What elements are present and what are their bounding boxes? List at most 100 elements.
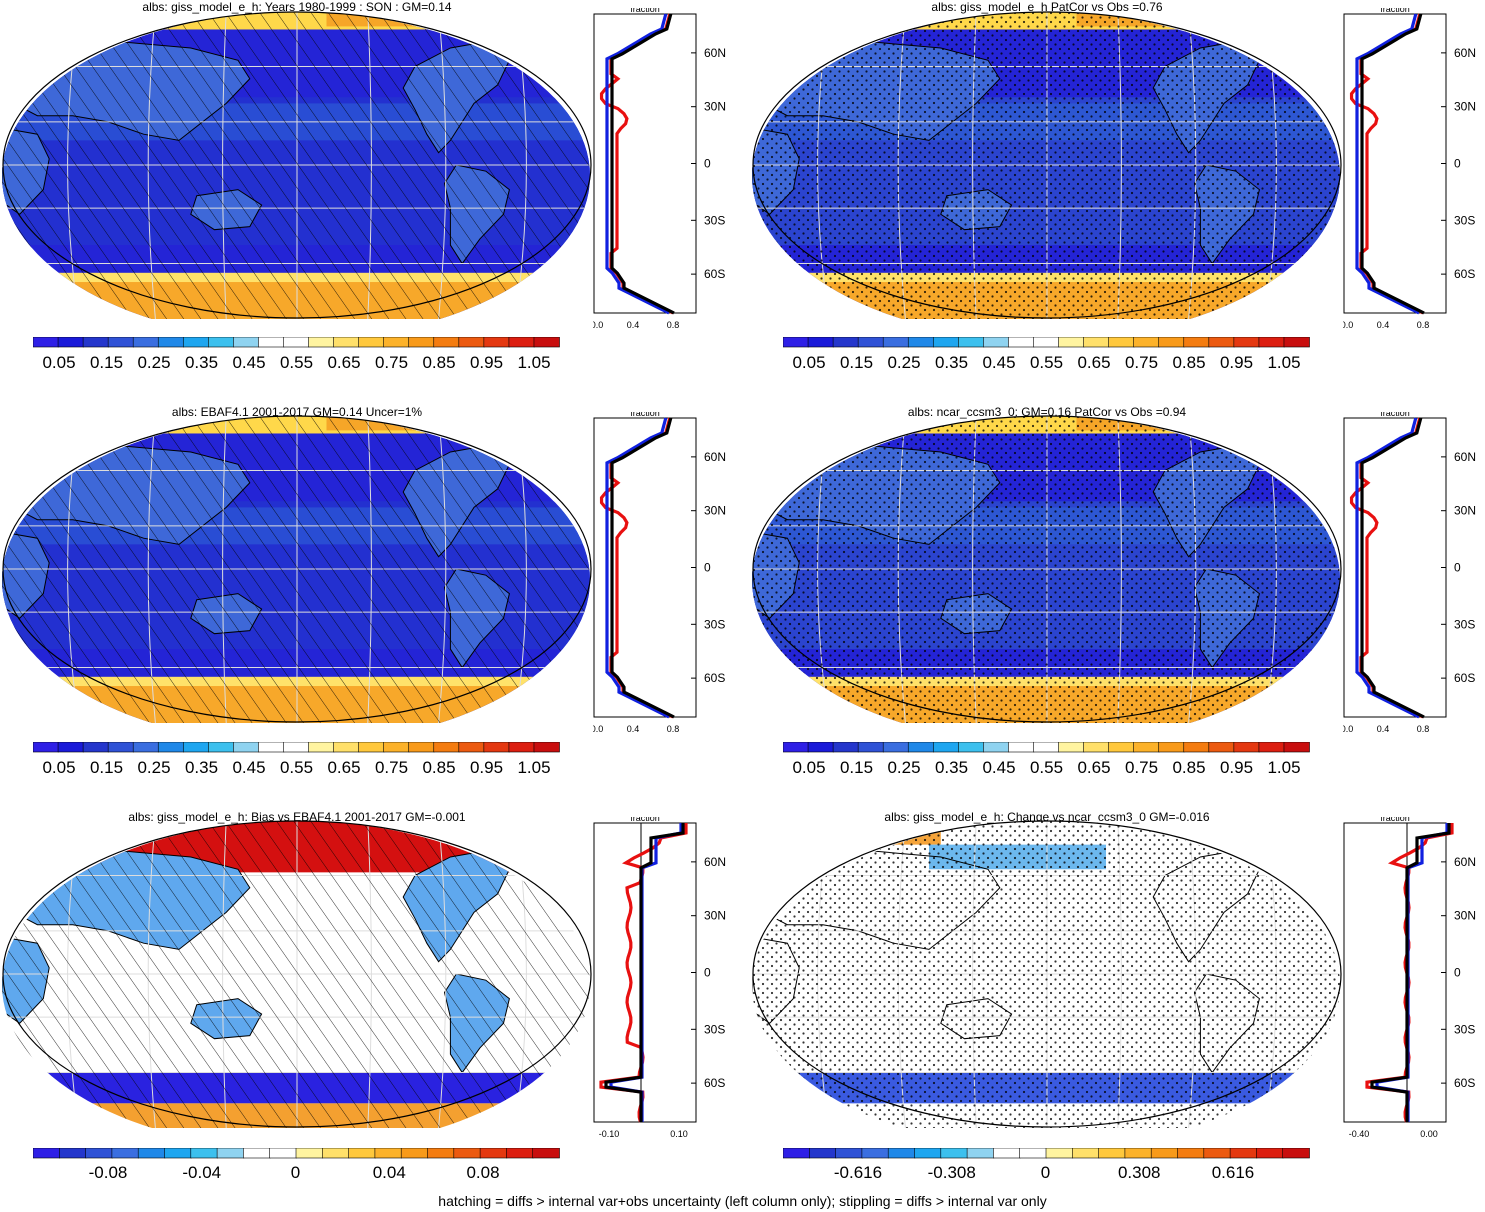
colorbar-swatch: [433, 337, 460, 348]
map-border: [2, 820, 592, 1128]
colorbar-label: 0.35: [934, 758, 969, 777]
colorbar-swatch: [832, 742, 859, 753]
colorbar-label: 0.65: [327, 353, 361, 372]
ref-profile-line: [1360, 13, 1425, 315]
colorbar-swatch: [1058, 337, 1085, 348]
profile-ytick-label: 30N: [704, 909, 726, 923]
colorbar-swatch: [85, 1148, 113, 1159]
colorbar: [33, 337, 560, 348]
colorbar-swatch: [807, 742, 834, 753]
colorbar-swatch: [458, 337, 485, 348]
profile-xlabel: fraction: [630, 412, 660, 418]
colorbar-label: 0.95: [469, 353, 504, 372]
hatch-overlay: [2, 821, 590, 1128]
profile-xtick-label: 0.10: [670, 1129, 688, 1139]
colorbar-swatch: [1229, 1148, 1258, 1159]
colorbar-swatch: [269, 1148, 297, 1159]
colorbar-swatch: [358, 742, 385, 753]
colorbar-label: 1.05: [517, 758, 551, 777]
colorbar-swatch: [1183, 742, 1210, 753]
profile-ytick-label: 30S: [1454, 617, 1475, 631]
colorbar-label: 0.85: [1172, 758, 1206, 777]
map-panel: [2, 11, 592, 319]
map-panel: [2, 820, 592, 1128]
colorbar-swatch: [216, 1148, 245, 1159]
colorbar-label: 0.75: [1124, 758, 1159, 777]
colorbar-swatch: [993, 1148, 1021, 1159]
colorbar-swatch: [233, 337, 260, 348]
colorbar-swatch: [506, 1148, 534, 1159]
colorbar-label: 0.35: [184, 353, 219, 372]
colorbar-swatch: [182, 337, 210, 348]
colorbar-swatch: [58, 1148, 87, 1159]
colorbar-swatch: [932, 337, 960, 348]
zonal-profile: fraction 60N 30N 0 30S 60S 0.0 0.4 0.8: [1343, 412, 1476, 734]
colorbar-swatch: [1256, 1148, 1284, 1159]
colorbar-swatch: [132, 337, 160, 348]
colorbar-label: 0.308: [1117, 1163, 1161, 1182]
colorbar-swatch: [1282, 1148, 1310, 1159]
colorbar-swatch: [483, 742, 510, 753]
colorbar-swatch: [1208, 742, 1235, 753]
colorbar-label: 0.65: [327, 758, 361, 777]
colorbar-swatch: [400, 1148, 429, 1159]
colorbar-swatch: [1133, 742, 1160, 753]
colorbar-label: 0.85: [422, 353, 456, 372]
continent-outline: [520, 432, 570, 465]
colorbar-label: 0.45: [232, 353, 266, 372]
colorbar-label: -0.04: [182, 1163, 222, 1182]
colorbar-swatch: [233, 742, 260, 753]
colorbar-label: 0.55: [279, 758, 314, 777]
profile-ytick-label: 60N: [704, 855, 726, 869]
colorbar-swatch: [1083, 337, 1110, 348]
colorbar-swatch: [333, 337, 360, 348]
colorbar-label: 0.45: [982, 353, 1016, 372]
profile-xtick-label: 0.4: [627, 724, 640, 734]
colorbar-swatch: [983, 337, 1010, 348]
colorbar-label: 0.15: [839, 758, 874, 777]
colorbar-swatch: [258, 337, 285, 348]
colorbar-swatch: [82, 337, 109, 348]
colorbar-swatch: [190, 1148, 218, 1159]
profile-ytick-label: 30S: [1454, 1022, 1475, 1036]
profile-ytick-label: 30N: [704, 504, 726, 518]
colorbar-swatch: [295, 1148, 324, 1159]
profile-ytick-label: 0: [704, 561, 711, 575]
profile-xtick-label: -0.40: [1349, 1129, 1370, 1139]
colorbar-swatch: [164, 1148, 192, 1159]
profile-ytick-label: 60S: [1454, 671, 1475, 685]
profile-ytick-label: 30S: [1454, 213, 1475, 227]
colorbar-swatch: [958, 742, 985, 753]
colorbar-label: 0.85: [422, 758, 456, 777]
colorbar-label: 0: [290, 1163, 301, 1182]
colorbar-label: 0.04: [372, 1163, 406, 1182]
map-border: [752, 415, 1342, 723]
colorbar-label: 0.65: [1077, 758, 1111, 777]
colorbar-swatch: [1233, 337, 1260, 348]
colorbar-label: 0.35: [934, 353, 969, 372]
profile-ytick-label: 60N: [1454, 855, 1476, 869]
colorbar-swatch: [1045, 1148, 1074, 1159]
map-panel: [752, 820, 1342, 1128]
colorbar-swatch: [857, 337, 884, 348]
colorbar-swatch: [1098, 1148, 1126, 1159]
ref-profile-line: [1370, 823, 1451, 1122]
colorbar-swatch: [940, 1148, 968, 1159]
colorbar-swatch: [33, 742, 59, 753]
colorbar-swatch: [137, 1148, 166, 1159]
colorbar-swatch: [783, 1148, 811, 1159]
ref-profile-line: [610, 13, 675, 315]
profile-ytick-label: 60S: [1454, 267, 1475, 281]
colorbar-swatch: [1283, 337, 1310, 348]
colorbar-label: -0.08: [88, 1163, 128, 1182]
profile-ytick-label: 60N: [1454, 450, 1476, 464]
colorbar-swatch: [887, 1148, 916, 1159]
colorbar-label: 0.25: [887, 353, 921, 372]
profile-xtick-label: 0.0: [593, 724, 603, 734]
zonal-profile: fraction 60N 30N 0 30S 60S -0.10 0.10: [593, 817, 726, 1139]
colorbar-swatch: [1150, 1148, 1179, 1159]
colorbar-swatch: [283, 337, 310, 348]
colorbar-swatch: [1133, 337, 1160, 348]
profile-ytick-label: 30S: [704, 1022, 725, 1036]
ref-profile-line: [610, 417, 675, 719]
